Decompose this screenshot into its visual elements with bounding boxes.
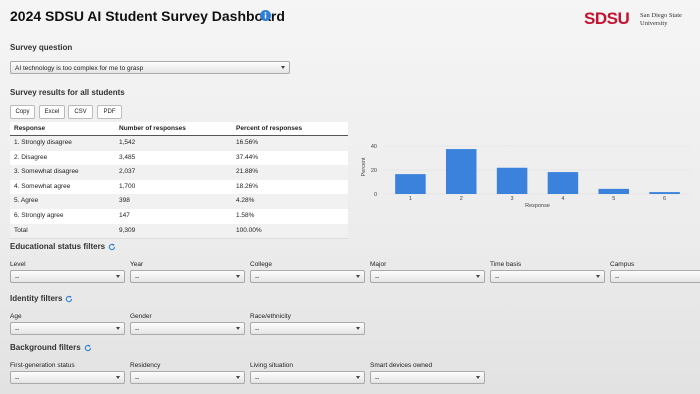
x-tick-label: 5 xyxy=(612,196,615,202)
question-select[interactable]: AI technology is too complex for me to g… xyxy=(10,61,290,74)
y-tick-label: 20 xyxy=(371,168,377,174)
table-row xyxy=(10,223,348,240)
section-title-text: Background filters xyxy=(10,343,81,352)
table-row xyxy=(10,194,348,210)
filter-label: Year xyxy=(130,261,144,268)
filter-label: Time basis xyxy=(490,261,522,268)
table-cell: 3,485 xyxy=(119,153,136,161)
filter-select[interactable]: -- xyxy=(10,270,125,283)
y-tick-label: 40 xyxy=(371,144,377,150)
column-header: Response xyxy=(14,125,46,132)
table-cell: 5. Agree xyxy=(14,197,39,205)
export-button[interactable]: Copy xyxy=(10,105,35,119)
logo-subtitle: San Diego State University xyxy=(640,12,682,28)
logo-line: San Diego State xyxy=(640,12,682,19)
table-cell: 9,309 xyxy=(119,226,136,234)
filter-select[interactable]: -- xyxy=(250,322,365,335)
info-icon[interactable] xyxy=(260,10,271,21)
logo-line: University xyxy=(640,20,668,27)
y-tick-label: 0 xyxy=(374,192,377,198)
filter-label: Residency xyxy=(130,362,161,369)
table-row xyxy=(10,150,348,167)
filter-label: Race/ethnicity xyxy=(250,313,291,320)
bar xyxy=(446,149,477,194)
filter-label: Living situation xyxy=(250,362,293,369)
table-cell: 6. Strongly agree xyxy=(14,212,64,219)
filter-select[interactable]: -- xyxy=(130,371,245,384)
export-button[interactable]: PDF xyxy=(97,105,122,119)
filter-section-title: Background filters xyxy=(10,343,92,352)
table-cell: 100.00% xyxy=(236,226,262,234)
filter-select[interactable]: -- xyxy=(490,270,605,283)
filter-label: Campus xyxy=(610,261,635,268)
section-label: Survey question xyxy=(10,43,73,52)
table-cell: 1.58% xyxy=(236,212,255,219)
table-cell: 2. Disagree xyxy=(14,153,48,161)
x-tick-label: 4 xyxy=(561,196,564,202)
bar xyxy=(496,167,528,194)
filter-label: Gender xyxy=(130,313,152,320)
table-cell: 3. Somewhat disagree xyxy=(14,168,79,176)
chart: 0 20 40 Percent Response 1 2 3 4 5 6 xyxy=(361,144,690,209)
x-axis-label: Response xyxy=(525,203,550,209)
bar xyxy=(598,188,629,194)
filter-label: Smart devices owned xyxy=(370,362,433,369)
table-cell: 4. Somewhat agree xyxy=(14,182,71,190)
results-table: Response Number of responses Percent of re… xyxy=(10,122,348,240)
bar xyxy=(547,172,579,194)
table-cell: 18.26% xyxy=(236,182,259,190)
x-tick-label: 6 xyxy=(663,196,666,202)
table-cell: 1,700 xyxy=(119,182,136,190)
filter-select[interactable]: -- xyxy=(130,322,245,335)
filter-select[interactable]: -- xyxy=(250,371,365,384)
column-header: Number of responses xyxy=(119,125,186,132)
reset-icon[interactable] xyxy=(84,344,92,352)
section-title-text: Identity filters xyxy=(10,294,63,303)
table-cell: 147 xyxy=(119,212,130,219)
export-button[interactable]: Excel xyxy=(39,105,65,119)
filter-section-title: Educational status filters xyxy=(10,242,116,251)
table-cell: 1,542 xyxy=(119,139,136,146)
x-tick-label: 1 xyxy=(409,196,412,202)
table-cell: 2,037 xyxy=(119,168,136,176)
table-cell: Total xyxy=(14,226,28,234)
page-title: 2024 SDSU AI Student Survey Dashboard xyxy=(10,8,285,24)
y-axis-label: Percent xyxy=(361,157,367,176)
filter-select[interactable]: -- xyxy=(130,270,245,283)
table-cell: 398 xyxy=(119,197,130,205)
filter-select[interactable]: -- xyxy=(370,270,485,283)
table-cell: 21.88% xyxy=(236,168,259,176)
filter-select[interactable]: -- xyxy=(250,270,365,283)
bar xyxy=(395,174,426,194)
bar xyxy=(649,192,680,194)
table-cell: 1. Strongly disagree xyxy=(14,139,72,146)
filter-label: Age xyxy=(10,313,22,320)
filter-select[interactable]: -- xyxy=(10,371,125,384)
export-button[interactable]: CSV xyxy=(68,105,93,119)
table-cell: 37.44% xyxy=(236,153,259,161)
section-title-text: Educational status filters xyxy=(10,242,106,251)
filter-section-title: Identity filters xyxy=(10,294,73,303)
table-header xyxy=(10,122,348,136)
reset-icon[interactable] xyxy=(108,243,116,251)
filter-label: Level xyxy=(10,261,26,268)
filter-select[interactable]: -- xyxy=(370,371,485,384)
filter-label: College xyxy=(250,261,273,268)
table-cell: 16.56% xyxy=(236,139,259,146)
x-tick-label: 2 xyxy=(460,196,463,202)
section-label: Survey results for all students xyxy=(10,88,125,97)
filter-label: Major xyxy=(370,261,387,268)
logo: SDSU xyxy=(584,9,630,28)
filter-select[interactable]: -- xyxy=(610,270,700,283)
x-tick-label: 3 xyxy=(511,196,514,202)
reset-icon[interactable] xyxy=(65,295,73,303)
filter-label: First-generation status xyxy=(10,362,75,369)
table-cell: 4.28% xyxy=(236,197,255,205)
column-header: Percent of responses xyxy=(236,125,303,132)
filter-select[interactable]: -- xyxy=(10,322,125,335)
